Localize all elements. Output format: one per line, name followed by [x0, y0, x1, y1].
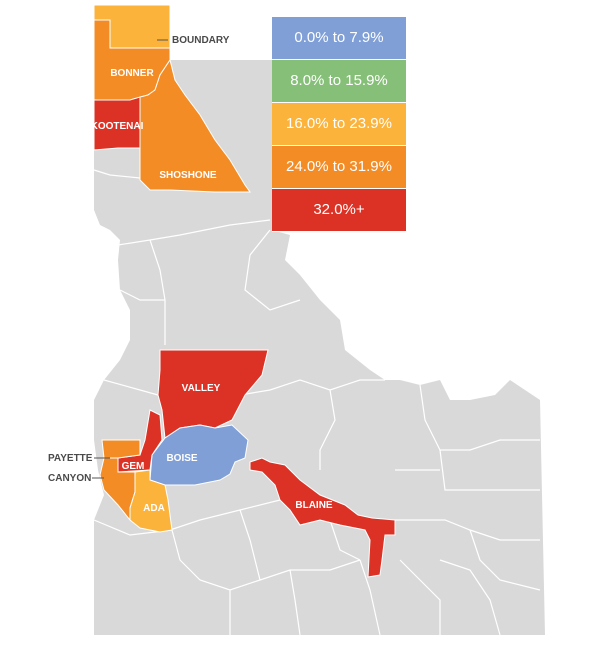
map-legend: 0.0% to 7.9% 8.0% to 15.9% 16.0% to 23.9…: [272, 17, 406, 232]
label-canyon: CANYON: [48, 473, 91, 484]
label-gem: GEM: [122, 461, 145, 472]
county-shoshone: [139, 58, 251, 193]
legend-item-range4: 24.0% to 31.9%: [272, 146, 406, 189]
label-boise: BOISE: [166, 453, 197, 464]
label-boundary: BOUNDARY: [172, 35, 230, 46]
county-ada: [129, 469, 173, 533]
label-ada: ADA: [143, 503, 165, 514]
label-valley: VALLEY: [182, 383, 221, 394]
county-borders: [93, 169, 541, 636]
label-blaine: BLAINE: [295, 500, 333, 511]
legend-item-range5: 32.0%+: [272, 189, 406, 232]
label-shoshone: SHOSHONE: [159, 170, 217, 181]
legend-item-range3: 16.0% to 23.9%: [272, 103, 406, 146]
legend-item-range1: 0.0% to 7.9%: [272, 17, 406, 60]
label-payette: PAYETTE: [48, 453, 93, 464]
label-kootenai: KOOTENAI: [91, 121, 144, 132]
county-payette: [101, 439, 141, 459]
label-bonner: BONNER: [110, 68, 154, 79]
county-blaine: [249, 457, 396, 578]
legend-item-range2: 8.0% to 15.9%: [272, 60, 406, 103]
